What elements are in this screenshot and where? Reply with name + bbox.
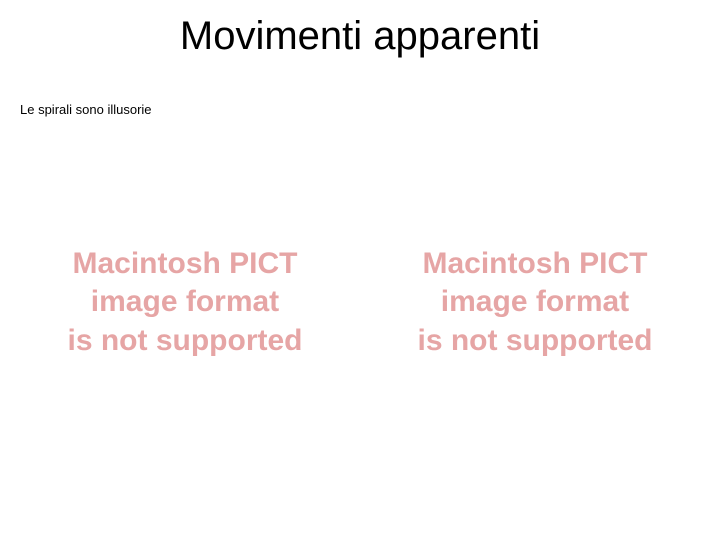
placeholder-line: Macintosh PICT: [370, 245, 700, 283]
placeholder-line: image format: [20, 283, 350, 321]
placeholder-line: Macintosh PICT: [20, 245, 350, 283]
image-placeholder-right: Macintosh PICT image format is not suppo…: [370, 245, 700, 360]
image-placeholder-left: Macintosh PICT image format is not suppo…: [20, 245, 350, 360]
placeholder-line: image format: [370, 283, 700, 321]
placeholder-line: is not supported: [370, 322, 700, 360]
slide-subtitle: Le spirali sono illusorie: [20, 102, 152, 117]
slide-title: Movimenti apparenti: [0, 14, 720, 59]
placeholder-line: is not supported: [20, 322, 350, 360]
slide: Movimenti apparenti Le spirali sono illu…: [0, 0, 720, 540]
